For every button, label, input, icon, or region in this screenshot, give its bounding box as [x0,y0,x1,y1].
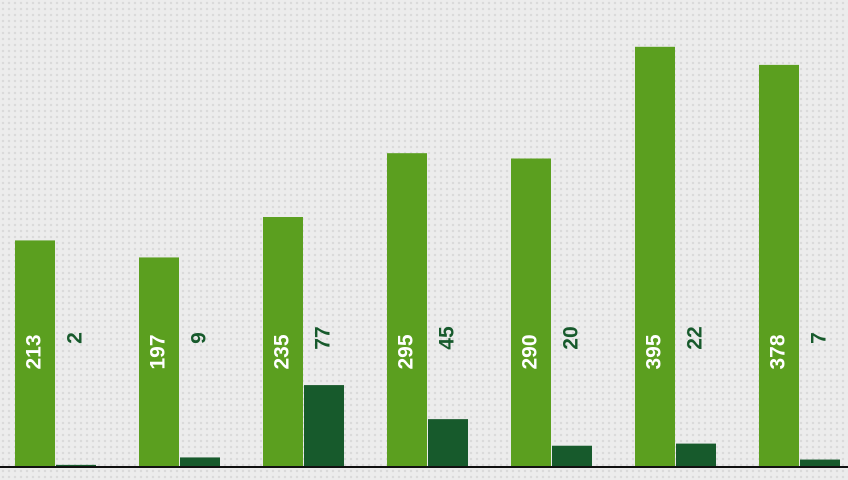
value-label: 9 [188,332,211,344]
bar [759,64,799,468]
value-label: 213 [23,334,46,369]
value-label: 197 [147,334,170,369]
bar [15,240,55,467]
bar [180,457,220,467]
bar [511,158,551,467]
bar [56,464,96,467]
value-label: 45 [436,326,459,350]
value-label: 290 [519,334,542,369]
value-label: 7 [808,332,831,344]
value-label: 2 [64,332,87,344]
bar [428,419,468,467]
value-label: 22 [684,326,707,349]
bar [263,217,303,467]
value-label: 395 [643,334,666,369]
value-label: 20 [560,326,583,349]
bar [800,459,840,467]
bar [552,445,592,467]
value-label: 77 [312,326,335,349]
value-label: 235 [271,334,294,369]
bar [304,385,344,467]
value-label: 295 [395,334,418,369]
bar [635,46,675,468]
bar [139,257,179,467]
bar [676,443,716,467]
value-label: 378 [767,334,790,369]
bar [387,153,427,467]
